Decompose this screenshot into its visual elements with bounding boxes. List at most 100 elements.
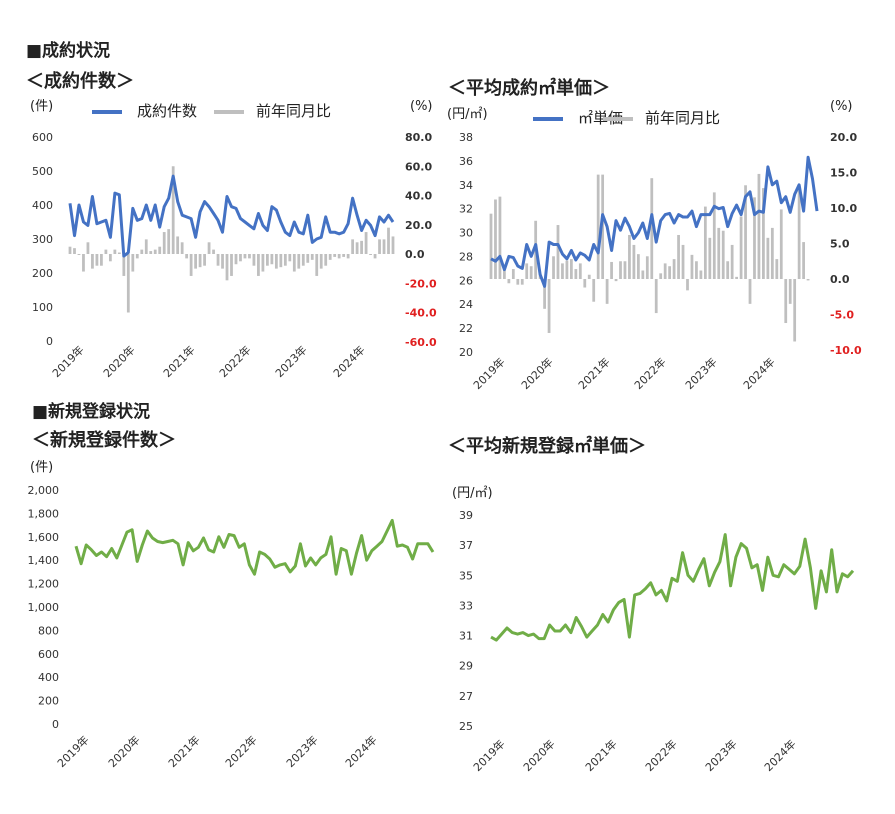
right-axis-unit: (%) bbox=[830, 99, 853, 114]
y2-tick-label: 80.0 bbox=[405, 131, 432, 144]
yoy-bar bbox=[726, 261, 730, 279]
yoy-bar bbox=[802, 242, 805, 279]
y-tick-label: 100 bbox=[32, 301, 53, 314]
y-tick-label: 37 bbox=[459, 539, 473, 552]
y-tick-label: 29 bbox=[459, 660, 473, 673]
yoy-bar bbox=[596, 174, 600, 279]
y-tick-label: 31 bbox=[459, 630, 473, 643]
yoy-bar bbox=[207, 242, 211, 254]
yoy-bar bbox=[274, 254, 278, 269]
y2-tick-label: 15.0 bbox=[830, 167, 857, 180]
y-tick-label: 200 bbox=[32, 267, 53, 280]
section-contracts-heading: ■成約状況 bbox=[26, 41, 111, 61]
yoy-bar bbox=[681, 244, 685, 279]
y-tick-label: 600 bbox=[32, 131, 53, 144]
y-tick-label: 27 bbox=[459, 690, 473, 703]
legend-swatch-line bbox=[92, 110, 122, 114]
yoy-bar bbox=[793, 279, 797, 342]
left-axis-unit: (件) bbox=[30, 99, 53, 114]
y-tick-label: 28 bbox=[459, 250, 473, 263]
yoy-bar bbox=[171, 166, 175, 254]
yoy-bar bbox=[68, 246, 72, 254]
y2-tick-label: -40.0 bbox=[405, 307, 437, 320]
yoy-bar bbox=[614, 279, 618, 282]
yoy-bar bbox=[360, 240, 363, 254]
yoy-bar bbox=[578, 263, 582, 279]
yoy-bar bbox=[73, 248, 76, 254]
right-axis-unit: (%) bbox=[410, 99, 433, 114]
y-tick-label: 1,400 bbox=[28, 554, 60, 567]
yoy-bar bbox=[806, 279, 810, 281]
y-tick-label: 300 bbox=[32, 233, 53, 246]
yoy-bar bbox=[382, 239, 386, 254]
yoy-bar bbox=[252, 254, 256, 266]
y2-tick-label: 0.0 bbox=[405, 248, 425, 261]
yoy-bar bbox=[194, 254, 198, 269]
yoy-bar bbox=[753, 197, 756, 279]
yoy-bar bbox=[310, 254, 314, 260]
y-tick-label: 24 bbox=[459, 298, 473, 311]
x-tick-label: 2023年 bbox=[702, 737, 739, 774]
series-line bbox=[68, 174, 395, 258]
y-tick-label: 30 bbox=[459, 227, 473, 240]
yoy-bar bbox=[239, 254, 242, 262]
yoy-bar bbox=[695, 261, 698, 279]
yoy-bar bbox=[149, 251, 153, 254]
y2-tick-label: 10.0 bbox=[830, 202, 857, 215]
yoy-bar bbox=[126, 254, 130, 313]
yoy-bar bbox=[489, 213, 493, 279]
yoy-bar bbox=[569, 259, 573, 279]
yoy-bar bbox=[565, 260, 569, 279]
yoy-bar bbox=[650, 178, 654, 279]
yoy-bar bbox=[113, 249, 117, 254]
yoy-bar bbox=[108, 254, 112, 262]
x-tick-label: 2021年 bbox=[582, 737, 619, 774]
yoy-bar bbox=[279, 254, 283, 268]
y2-tick-label: 20.0 bbox=[405, 219, 432, 232]
yoy-bar bbox=[587, 274, 591, 279]
yoy-bar bbox=[748, 279, 752, 304]
y-tick-label: 400 bbox=[32, 199, 53, 212]
yoy-bar bbox=[708, 237, 712, 279]
yoy-bar bbox=[283, 254, 287, 266]
yoy-bar bbox=[556, 225, 560, 279]
y-tick-label: 800 bbox=[38, 624, 59, 637]
yoy-bar bbox=[265, 254, 269, 266]
yoy-bar bbox=[552, 256, 555, 279]
yoy-bar bbox=[654, 279, 658, 314]
yoy-bar bbox=[690, 254, 694, 279]
yoy-bar bbox=[153, 249, 157, 254]
legend-label-bar: 前年同月比 bbox=[256, 102, 331, 120]
yoy-bar bbox=[721, 230, 725, 279]
yoy-bar bbox=[369, 254, 372, 255]
y-tick-label: 400 bbox=[38, 671, 59, 684]
legend-label-bar: 前年同月比 bbox=[645, 109, 720, 127]
y2-tick-label: 5.0 bbox=[830, 238, 850, 251]
yoy-bar bbox=[337, 254, 341, 259]
yoy-bar bbox=[288, 254, 292, 262]
yoy-bar bbox=[730, 244, 734, 279]
yoy-bar bbox=[158, 246, 162, 254]
section-new-heading: ■新規登録状況 bbox=[32, 402, 151, 422]
yoy-bar bbox=[511, 269, 515, 279]
yoy-bar bbox=[529, 266, 533, 279]
x-tick-label: 2019年 bbox=[470, 737, 507, 774]
series-line bbox=[490, 155, 819, 288]
yoy-bar bbox=[677, 234, 680, 279]
y-tick-label: 25 bbox=[459, 720, 473, 733]
yoy-bar bbox=[699, 270, 703, 279]
yoy-bar bbox=[95, 254, 99, 266]
yoy-bar bbox=[180, 242, 184, 254]
yoy-bar bbox=[364, 232, 368, 254]
x-tick-label: 2022年 bbox=[642, 737, 679, 774]
yoy-bar bbox=[391, 236, 395, 254]
yoy-bar bbox=[185, 254, 189, 259]
legend-swatch-bar bbox=[603, 117, 633, 121]
yoy-bar bbox=[788, 279, 792, 304]
yoy-bar bbox=[328, 254, 332, 260]
yoy-bar bbox=[762, 188, 765, 279]
y-tick-label: 600 bbox=[38, 648, 59, 661]
